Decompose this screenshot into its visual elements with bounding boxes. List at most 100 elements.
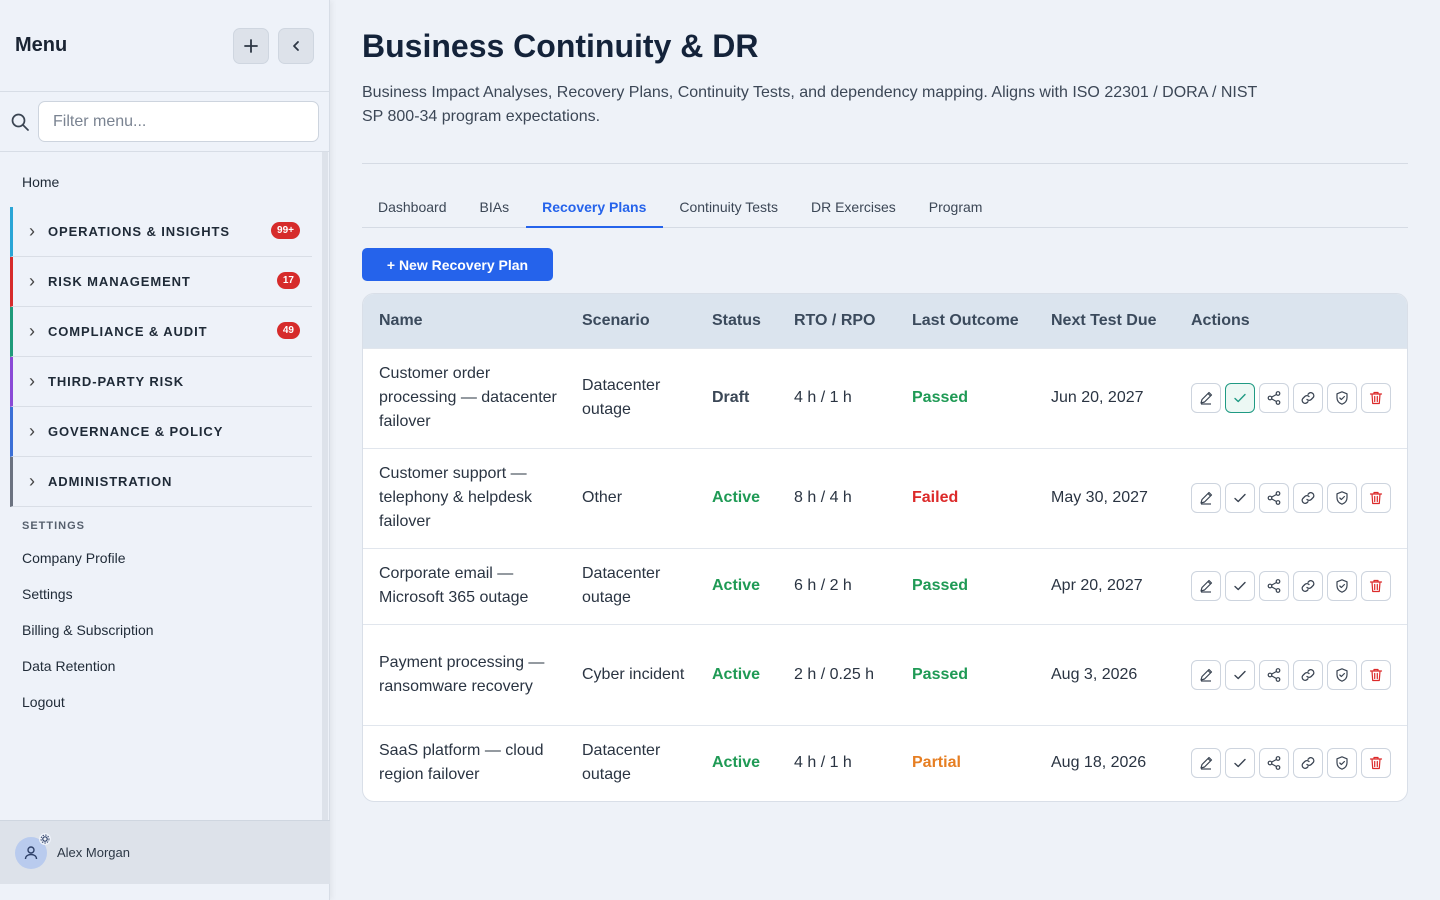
add-button[interactable]	[233, 27, 269, 64]
outcome-text: Passed	[912, 389, 969, 406]
table-row[interactable]: Corporate email — Microsoft 365 outage Da…	[363, 547, 1407, 624]
new-recovery-plan-button[interactable]: + New Recovery Plan	[362, 248, 553, 281]
rto-rpo-text: 8 h / 4 h	[794, 489, 852, 506]
trash-icon	[1369, 491, 1383, 505]
status-text: Active	[712, 665, 761, 683]
share-icon	[1267, 491, 1281, 505]
share-button[interactable]	[1259, 383, 1289, 413]
approve-button[interactable]	[1225, 483, 1255, 513]
table-header-row: Name Scenario Status RTO / RPO Last Outcome N…	[363, 294, 1407, 348]
settings-header: SETTINGS	[22, 520, 86, 532]
approve-button[interactable]	[1225, 659, 1255, 690]
sidebar-item-settings-link[interactable]: Data Retention	[22, 658, 116, 674]
scenario-text: Datacenter outage	[582, 565, 661, 606]
shield-button[interactable]	[1327, 748, 1357, 779]
link-button[interactable]	[1293, 748, 1323, 779]
shield-button[interactable]	[1327, 483, 1357, 513]
sidebar-group[interactable]: › COMPLIANCE & AUDIT 49	[10, 307, 312, 357]
cell-scenario: Cyber incident	[566, 623, 696, 725]
tab-dr-exercises[interactable]: DR Exercises	[810, 199, 896, 215]
user-icon	[24, 845, 38, 859]
shield-button[interactable]	[1327, 383, 1357, 413]
cell-outcome: Passed	[896, 347, 1035, 448]
cell-rto-rpo: 4 h / 1 h	[778, 724, 896, 801]
sidebar-item-settings-link[interactable]: Company Profile	[22, 550, 126, 566]
link-icon	[1301, 668, 1315, 681]
cell-status: Draft	[696, 347, 778, 448]
sidebar-group[interactable]: › OPERATIONS & INSIGHTS 99+	[10, 207, 312, 257]
user-footer[interactable]: Alex Morgan	[0, 820, 330, 884]
table-row[interactable]: Payment processing — ransomware recovery…	[363, 623, 1407, 725]
rto-rpo-text: 4 h / 1 h	[794, 389, 852, 406]
collapse-sidebar-button[interactable]	[278, 27, 314, 64]
sidebar-group[interactable]: › GOVERNANCE & POLICY	[10, 407, 312, 457]
tab-recovery-plans[interactable]: Recovery Plans	[526, 190, 664, 228]
row-actions	[1191, 748, 1407, 779]
sidebar-group-label: OPERATIONS & INSIGHTS	[48, 224, 230, 239]
sidebar-item-settings-link[interactable]: Settings	[22, 586, 73, 602]
approve-button[interactable]	[1225, 383, 1255, 413]
delete-button[interactable]	[1361, 571, 1391, 601]
share-button[interactable]	[1259, 483, 1289, 513]
shield-icon	[1336, 579, 1348, 593]
sidebar-item-settings-link[interactable]: Logout	[22, 694, 65, 710]
cell-status: Active	[696, 447, 778, 548]
edit-button[interactable]	[1191, 483, 1221, 513]
sidebar-item-settings-link[interactable]: Billing & Subscription	[22, 622, 154, 638]
filter-menu-input[interactable]	[38, 101, 319, 142]
gear-icon	[39, 832, 51, 845]
sidebar-item-home[interactable]: Home	[22, 174, 60, 190]
link-button[interactable]	[1293, 483, 1323, 513]
delete-button[interactable]	[1361, 748, 1391, 779]
sidebar-scrollbar[interactable]	[322, 152, 328, 820]
share-icon	[1267, 391, 1281, 405]
trash-icon	[1369, 391, 1383, 405]
tab-dashboard[interactable]: Dashboard	[378, 199, 447, 215]
tab-program[interactable]: Program	[928, 199, 983, 215]
share-button[interactable]	[1259, 659, 1289, 690]
edit-icon	[1200, 668, 1213, 682]
table-row[interactable]: Customer support — telephony & helpdesk …	[363, 447, 1407, 548]
table-row[interactable]: SaaS platform — cloud region failover Dat…	[363, 724, 1407, 801]
shield-button[interactable]	[1327, 659, 1357, 690]
sidebar: Menu Home › OPERATIONS & INSIGHTS 99+ › RISK…	[0, 0, 330, 900]
share-icon	[1267, 579, 1281, 593]
sidebar-group[interactable]: › THIRD-PARTY RISK	[10, 357, 312, 407]
delete-button[interactable]	[1361, 483, 1391, 513]
cell-name: Customer support — telephony & helpdesk …	[363, 447, 566, 548]
sidebar-group[interactable]: › ADMINISTRATION	[10, 457, 312, 507]
table-row[interactable]: Customer order processing — datacenter f…	[363, 347, 1407, 448]
tab-continuity-tests[interactable]: Continuity Tests	[679, 199, 778, 215]
link-button[interactable]	[1293, 659, 1323, 690]
column-header: Last Outcome	[912, 311, 1019, 329]
tab-bias[interactable]: BIAs	[479, 199, 510, 215]
row-actions	[1191, 383, 1407, 413]
delete-button[interactable]	[1361, 383, 1391, 413]
cell-actions	[1175, 447, 1407, 548]
cell-rto-rpo: 8 h / 4 h	[778, 447, 896, 548]
approve-button[interactable]	[1225, 571, 1255, 601]
edit-button[interactable]	[1191, 659, 1221, 690]
edit-button[interactable]	[1191, 748, 1221, 779]
outcome-text: Partial	[912, 754, 961, 772]
delete-button[interactable]	[1361, 659, 1391, 690]
cell-actions	[1175, 623, 1407, 725]
share-button[interactable]	[1259, 748, 1289, 779]
sidebar-group[interactable]: › RISK MANAGEMENT 17	[10, 257, 312, 307]
status-text: Active	[712, 489, 761, 506]
link-button[interactable]	[1293, 383, 1323, 413]
avatar[interactable]	[15, 832, 51, 869]
cell-rto-rpo: 4 h / 1 h	[778, 347, 896, 448]
approve-button[interactable]	[1225, 748, 1255, 779]
status-text: Active	[712, 754, 761, 772]
link-button[interactable]	[1293, 571, 1323, 601]
share-button[interactable]	[1259, 571, 1289, 601]
rto-rpo-text: 6 h / 2 h	[794, 577, 852, 594]
edit-button[interactable]	[1191, 383, 1221, 413]
cell-scenario: Datacenter outage	[566, 724, 696, 801]
sidebar-group-label: THIRD-PARTY RISK	[48, 374, 184, 389]
shield-button[interactable]	[1327, 571, 1357, 601]
status-text: Draft	[712, 389, 750, 406]
next-due-text: Aug 3, 2026	[1051, 665, 1138, 683]
edit-button[interactable]	[1191, 571, 1221, 601]
